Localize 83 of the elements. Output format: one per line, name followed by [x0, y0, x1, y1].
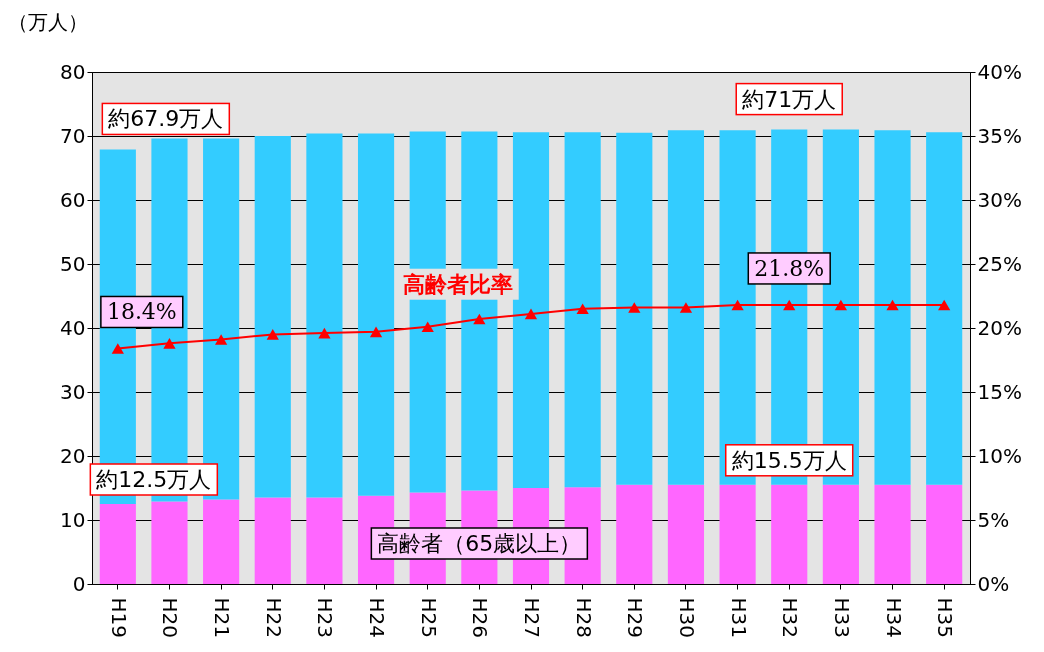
point [834, 299, 848, 311]
x-tick-label: H29 [623, 597, 648, 638]
y-tick-label: 50 [60, 251, 86, 276]
x-tick-label: H30 [674, 597, 699, 638]
y-tick-label: 0 [72, 571, 86, 596]
x-tick-label: H25 [416, 597, 441, 638]
total-label: 約67.9万人 [108, 106, 224, 132]
bar [719, 130, 756, 485]
bar [254, 136, 291, 498]
point [886, 299, 899, 311]
bar [306, 497, 343, 584]
x-tick-label: H19 [106, 597, 131, 638]
bar [616, 132, 653, 485]
y-tick-label: 80 [60, 59, 86, 84]
bar [719, 484, 756, 584]
point [369, 326, 383, 338]
x-tick-label: H34 [881, 597, 906, 638]
y-tick-label: 70 [60, 123, 86, 148]
point [266, 329, 279, 340]
y2-tick-label: 30% [977, 187, 1022, 212]
bar [874, 130, 911, 485]
data-label: 18.4% [106, 299, 177, 325]
bar [874, 484, 911, 584]
bar [564, 132, 601, 488]
point [628, 302, 641, 313]
x-tick-label: H32 [778, 597, 803, 638]
x-tick-label: H33 [829, 597, 854, 638]
y2-tick-label: 15% [977, 379, 1022, 404]
bar [99, 504, 136, 584]
point [318, 327, 331, 339]
series-label: 高齢者（65歳以上） [377, 531, 582, 556]
point [421, 321, 434, 333]
bar [357, 133, 395, 496]
point [783, 299, 796, 311]
y-tick-label: 40 [60, 315, 86, 340]
data-label: 約15.5万人 [731, 447, 847, 473]
x-tick-label: H22 [261, 597, 286, 638]
y-tick-label: 30 [60, 379, 86, 404]
point [163, 338, 176, 349]
bar [926, 132, 963, 485]
x-tick-label: H26 [468, 597, 493, 638]
y2-tick-label: 25% [977, 251, 1022, 276]
point [214, 334, 228, 345]
point [679, 302, 693, 313]
data-label: 約12.5万人 [96, 467, 212, 492]
point [473, 313, 486, 325]
total-label: 約71万人 [742, 86, 837, 112]
x-tick-label: H20 [158, 597, 183, 638]
bar [822, 484, 859, 584]
y2-tick-label: 0% [977, 571, 1010, 596]
y-tick-label: 10 [60, 507, 86, 532]
x-tick-label: H24 [365, 597, 390, 638]
series-label: 高齢者比率 [402, 271, 513, 297]
bar [667, 130, 705, 485]
bar [254, 497, 291, 584]
bar [306, 133, 343, 498]
point [576, 303, 589, 315]
point [111, 343, 124, 354]
x-tick-label: H23 [313, 597, 338, 638]
bar [151, 501, 188, 584]
x-tick-label: H21 [210, 597, 235, 638]
y2-tick-label: 20% [977, 315, 1022, 340]
y2-tick-label: 5% [977, 507, 1010, 532]
bar [512, 132, 550, 488]
point [524, 308, 538, 320]
y-tick-label: 20 [60, 443, 86, 468]
x-tick-label: H35 [933, 597, 958, 638]
data-label: 21.8% [754, 255, 825, 281]
point [938, 299, 951, 311]
y2-tick-label: 10% [977, 443, 1022, 468]
bar [667, 484, 705, 584]
y-tick-label: 60 [60, 187, 86, 212]
y2-tick-label: 35% [977, 123, 1022, 148]
x-tick-label: H31 [726, 597, 751, 638]
y-axis-title: （万人） [7, 9, 88, 34]
bar [926, 484, 963, 584]
x-tick-label: H27 [520, 597, 544, 638]
bar [616, 484, 653, 584]
x-tick-label: H28 [571, 597, 596, 638]
point [731, 299, 744, 311]
bar [203, 499, 240, 584]
bar [771, 484, 808, 584]
y2-tick-label: 40% [977, 59, 1022, 84]
